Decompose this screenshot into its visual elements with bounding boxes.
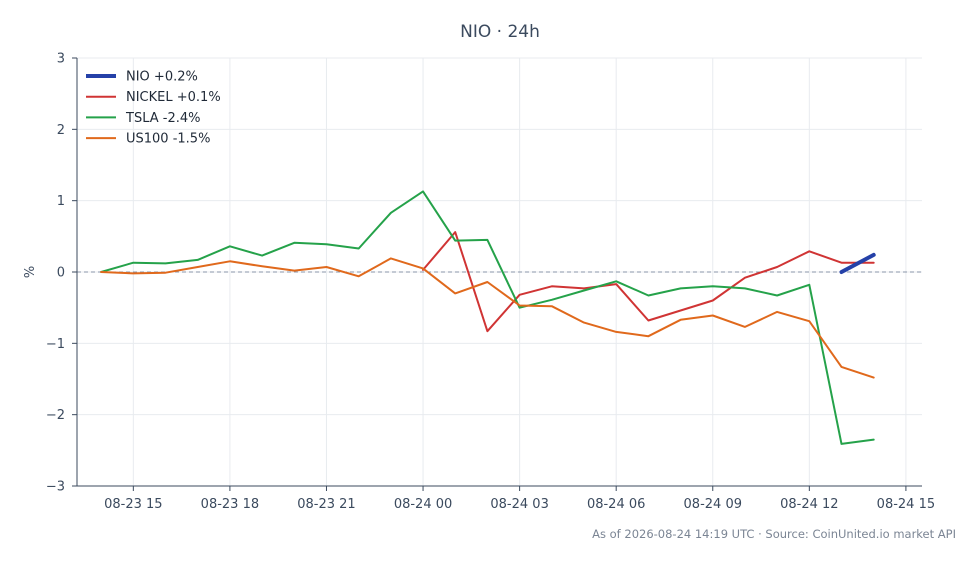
x-tick-label: 08-24 00 [394, 497, 452, 512]
legend-label-us100: US100 -1.5% [126, 132, 210, 147]
series-line-nio [839, 252, 876, 274]
chart-title: NIO · 24h [460, 22, 540, 42]
y-tick-label: −3 [46, 480, 65, 495]
x-tick-label: 08-23 21 [297, 497, 355, 512]
y-tick-label: 0 [57, 266, 65, 281]
legend-label-nickel: NICKEL +0.1% [126, 90, 221, 105]
legend-label-tsla: TSLA -2.4% [125, 111, 200, 126]
x-tick-label: 08-24 15 [877, 497, 935, 512]
y-axis-label: % [23, 266, 38, 278]
x-tick-label: 08-24 09 [684, 497, 742, 512]
legend: NIO +0.2% NICKEL +0.1% TSLA -2.4% US100 -1.… [86, 70, 221, 147]
footer-source-note: As of 2026-08-24 14:19 UTC · Source: Coi… [592, 527, 956, 541]
series-lines [100, 190, 876, 445]
y-tick-label: 1 [57, 194, 65, 209]
x-tick-label: 08-24 12 [780, 497, 838, 512]
legend-label-nio: NIO +0.2% [126, 70, 198, 85]
x-tick-label: 08-24 06 [587, 497, 645, 512]
series-line-tsla [100, 190, 875, 445]
y-tick-label: 2 [57, 123, 65, 138]
y-tick-label: −2 [46, 408, 65, 423]
x-tick-label: 08-24 03 [490, 497, 548, 512]
y-tick-label: −1 [46, 337, 65, 352]
axes: 3 2 1 0 −1 −2 −3 08-23 15 08-23 18 08-23 21 08-24 … [46, 52, 935, 513]
x-tick-label: 08-23 18 [201, 497, 259, 512]
x-tick-label: 08-23 15 [104, 497, 162, 512]
series-line-us100 [100, 257, 875, 379]
series-line-nickel [422, 231, 875, 333]
y-tick-label: 3 [57, 52, 65, 67]
